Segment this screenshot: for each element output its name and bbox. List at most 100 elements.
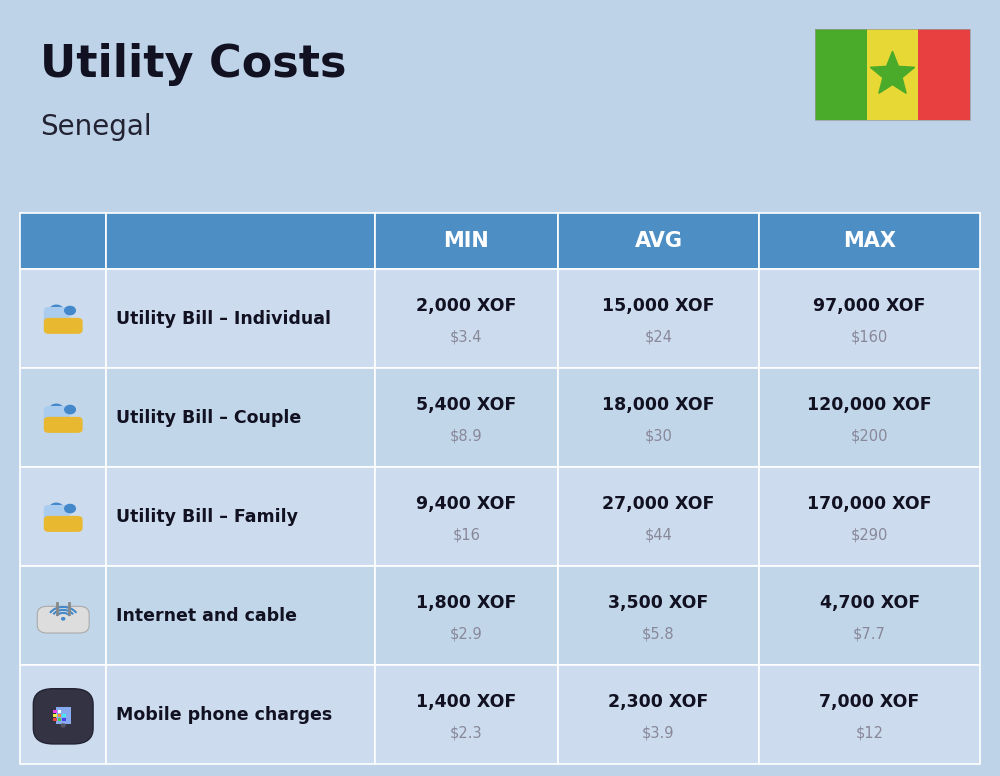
Bar [375,665,558,764]
Text: 9,400 XOF: 9,400 XOF [416,495,517,513]
Bar [759,665,980,764]
Text: $12: $12 [856,726,884,740]
Bar [375,369,558,467]
Text: 18,000 XOF: 18,000 XOF [602,396,715,414]
Text: $200: $200 [851,428,888,443]
Text: $3.4: $3.4 [450,329,483,344]
Bar [759,269,980,369]
Text: Senegal: Senegal [40,113,152,140]
Bar [106,467,375,566]
Bar [20,269,106,369]
Bar [375,269,558,369]
Text: 97,000 XOF: 97,000 XOF [813,297,926,315]
Bar [106,566,375,665]
Bar [20,213,106,269]
Circle shape [65,307,75,314]
Text: 1,400 XOF: 1,400 XOF [416,693,517,711]
Bar [375,566,558,665]
Text: $8.9: $8.9 [450,428,483,443]
Bar [20,665,106,764]
Bar [918,29,970,120]
Bar [106,213,375,269]
Bar [20,369,106,467]
Bar [558,369,759,467]
FancyBboxPatch shape [44,406,70,423]
FancyBboxPatch shape [44,307,70,324]
Text: $290: $290 [851,527,888,542]
Text: AVG: AVG [634,231,682,251]
Text: $7.7: $7.7 [853,626,886,641]
Bar [759,369,980,467]
Circle shape [61,724,65,727]
Text: 2,000 XOF: 2,000 XOF [416,297,517,315]
Text: $5.8: $5.8 [642,626,675,641]
Bar [106,665,375,764]
Bar [558,467,759,566]
Text: 170,000 XOF: 170,000 XOF [807,495,932,513]
Text: $24: $24 [644,329,672,344]
Text: $160: $160 [851,329,888,344]
Bar [558,566,759,665]
Text: 2,300 XOF: 2,300 XOF [608,693,709,711]
Text: $3.9: $3.9 [642,726,675,740]
Text: $44: $44 [644,527,672,542]
Bar [20,566,106,665]
Circle shape [65,405,75,414]
Bar [558,269,759,369]
FancyBboxPatch shape [33,689,93,744]
Bar [375,213,558,269]
Circle shape [50,305,63,316]
Bar [106,369,375,467]
Circle shape [50,504,63,514]
Text: Internet and cable: Internet and cable [116,607,297,625]
Bar [375,467,558,566]
FancyBboxPatch shape [37,606,89,633]
Circle shape [50,404,63,415]
FancyBboxPatch shape [44,516,83,532]
Text: 1,800 XOF: 1,800 XOF [416,594,517,612]
Bar [58,711,61,713]
Text: $2.3: $2.3 [450,726,483,740]
Text: 15,000 XOF: 15,000 XOF [602,297,715,315]
Bar [759,566,980,665]
Text: Utility Bill – Family: Utility Bill – Family [116,508,298,526]
Circle shape [62,618,65,620]
Text: Utility Bill – Individual: Utility Bill – Individual [116,310,331,327]
Text: 4,700 XOF: 4,700 XOF [820,594,920,612]
Text: 7,000 XOF: 7,000 XOF [819,693,920,711]
Text: 3,500 XOF: 3,500 XOF [608,594,709,612]
Text: $16: $16 [452,527,480,542]
Text: 5,400 XOF: 5,400 XOF [416,396,517,414]
Text: 120,000 XOF: 120,000 XOF [807,396,932,414]
Text: $30: $30 [644,428,672,443]
FancyBboxPatch shape [44,417,83,433]
Text: Mobile phone charges: Mobile phone charges [116,706,333,724]
Bar [53,711,57,713]
Bar [759,467,980,566]
Bar [558,213,759,269]
Text: MAX: MAX [843,231,896,251]
Bar [867,29,918,120]
Bar [106,269,375,369]
Bar [62,718,66,721]
Circle shape [65,504,75,513]
Text: Utility Costs: Utility Costs [40,43,347,85]
Text: MIN: MIN [444,231,489,251]
Text: Utility Bill – Couple: Utility Bill – Couple [116,409,302,427]
FancyBboxPatch shape [44,318,83,334]
Bar [759,213,980,269]
Bar [815,29,970,120]
Bar [58,714,61,717]
Bar [20,467,106,566]
FancyBboxPatch shape [56,707,71,724]
Bar [53,714,57,717]
FancyBboxPatch shape [44,505,70,522]
Bar [58,718,61,721]
Text: 27,000 XOF: 27,000 XOF [602,495,715,513]
Bar [62,714,66,717]
Polygon shape [870,51,915,93]
Bar [558,665,759,764]
Bar [53,718,57,721]
Bar [815,29,867,120]
Text: $2.9: $2.9 [450,626,483,641]
